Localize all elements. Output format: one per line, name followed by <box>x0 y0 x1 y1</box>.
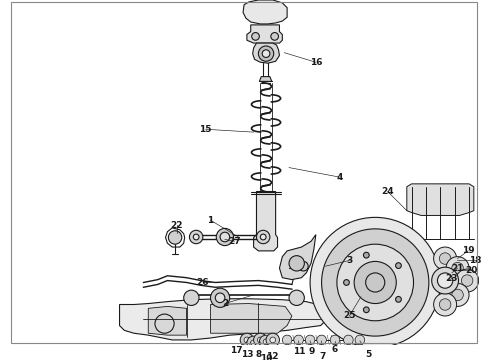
Circle shape <box>395 263 401 269</box>
Circle shape <box>317 335 326 345</box>
Circle shape <box>456 269 479 292</box>
Circle shape <box>364 252 369 258</box>
Circle shape <box>446 283 469 306</box>
Text: 18: 18 <box>468 256 481 265</box>
Circle shape <box>440 299 451 310</box>
Circle shape <box>211 288 230 307</box>
Text: 23: 23 <box>445 274 458 283</box>
Circle shape <box>216 228 234 246</box>
Circle shape <box>446 257 469 280</box>
Text: 3: 3 <box>346 256 352 265</box>
Text: 5: 5 <box>366 350 371 359</box>
Text: 17: 17 <box>230 346 243 355</box>
Circle shape <box>310 217 441 348</box>
Polygon shape <box>253 43 279 63</box>
Circle shape <box>432 267 459 294</box>
Circle shape <box>257 337 263 343</box>
Circle shape <box>434 293 457 316</box>
Polygon shape <box>211 303 292 333</box>
Text: 21: 21 <box>451 264 464 273</box>
Circle shape <box>364 307 369 313</box>
Circle shape <box>343 335 353 345</box>
Text: 26: 26 <box>196 278 209 287</box>
Text: 13: 13 <box>241 350 253 359</box>
Circle shape <box>262 50 270 58</box>
Circle shape <box>193 234 199 240</box>
Polygon shape <box>247 25 282 43</box>
Text: 19: 19 <box>462 246 474 255</box>
Text: 9: 9 <box>309 347 315 356</box>
Circle shape <box>271 32 278 40</box>
Circle shape <box>270 337 276 343</box>
Circle shape <box>289 256 304 271</box>
Circle shape <box>452 262 464 274</box>
Circle shape <box>440 253 451 264</box>
Circle shape <box>438 273 453 288</box>
Polygon shape <box>259 77 272 81</box>
Circle shape <box>337 244 414 321</box>
Circle shape <box>254 333 267 347</box>
Circle shape <box>462 275 473 286</box>
Polygon shape <box>148 306 187 335</box>
Circle shape <box>252 32 259 40</box>
Circle shape <box>355 335 365 345</box>
Circle shape <box>282 335 292 345</box>
Circle shape <box>294 335 303 345</box>
Circle shape <box>260 234 266 240</box>
Circle shape <box>220 232 230 242</box>
Circle shape <box>215 293 225 303</box>
Circle shape <box>184 290 199 306</box>
Polygon shape <box>254 192 277 251</box>
Text: 16: 16 <box>310 58 322 67</box>
Circle shape <box>266 333 279 347</box>
Circle shape <box>321 229 429 336</box>
Text: 24: 24 <box>381 187 394 196</box>
Circle shape <box>298 261 308 271</box>
Text: 10: 10 <box>260 354 272 360</box>
Circle shape <box>247 336 260 350</box>
Circle shape <box>395 297 401 302</box>
Circle shape <box>256 230 270 244</box>
Circle shape <box>343 280 349 285</box>
Text: 22: 22 <box>171 221 183 230</box>
Text: 20: 20 <box>466 266 478 275</box>
Text: 2: 2 <box>222 299 228 308</box>
Circle shape <box>190 230 203 244</box>
Circle shape <box>169 231 182 244</box>
Circle shape <box>354 261 396 303</box>
Text: 4: 4 <box>337 173 343 182</box>
Circle shape <box>452 289 464 301</box>
Text: 7: 7 <box>319 352 326 360</box>
Text: 12: 12 <box>267 352 279 360</box>
Text: 8: 8 <box>255 350 262 359</box>
Circle shape <box>251 340 256 346</box>
Circle shape <box>305 335 315 345</box>
Text: 25: 25 <box>343 311 356 320</box>
Text: 1: 1 <box>207 216 214 225</box>
Polygon shape <box>120 299 325 340</box>
Polygon shape <box>407 184 474 215</box>
Circle shape <box>263 339 269 345</box>
Circle shape <box>259 335 273 348</box>
Circle shape <box>240 333 254 347</box>
Circle shape <box>330 335 340 345</box>
Circle shape <box>244 337 250 343</box>
Text: 15: 15 <box>199 125 212 134</box>
Text: 6: 6 <box>332 345 338 354</box>
Circle shape <box>258 46 274 61</box>
Polygon shape <box>243 0 287 24</box>
Text: 11: 11 <box>294 347 306 356</box>
Text: 27: 27 <box>228 237 241 246</box>
Circle shape <box>434 247 457 270</box>
Polygon shape <box>279 235 316 280</box>
Circle shape <box>289 290 304 306</box>
